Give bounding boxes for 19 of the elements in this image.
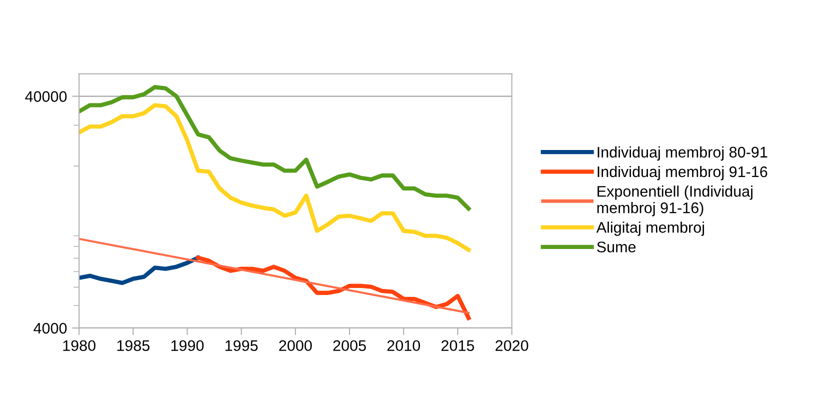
- x-tick-label: 1990: [171, 340, 204, 352]
- line-series: [79, 103, 471, 252]
- legend-label: Sume: [597, 242, 636, 252]
- line-series: [79, 85, 471, 211]
- x-tick-label: 2005: [333, 340, 366, 352]
- x-tick-label: 2000: [279, 340, 312, 352]
- legend-label: Individuaj membroj 91-16: [598, 166, 768, 180]
- x-tick-label: 2015: [442, 340, 474, 352]
- x-tick-label: 1985: [117, 340, 150, 352]
- x-tick-label: 1995: [226, 340, 258, 352]
- y-tick-label: 4000: [34, 322, 67, 334]
- x-tick-label: 1980: [63, 340, 96, 352]
- legend-label: Aligitaj membroj: [596, 222, 704, 236]
- x-tick-label: 2020: [496, 340, 528, 352]
- y-tick-label: 40000: [25, 91, 67, 102]
- line-series: [79, 256, 200, 286]
- legend-label: Exponentiell (Individuaj membroj 91-16): [597, 186, 752, 216]
- legend-label: Individuaj membroj 80-91: [598, 146, 768, 161]
- x-tick-label: 2010: [387, 340, 420, 352]
